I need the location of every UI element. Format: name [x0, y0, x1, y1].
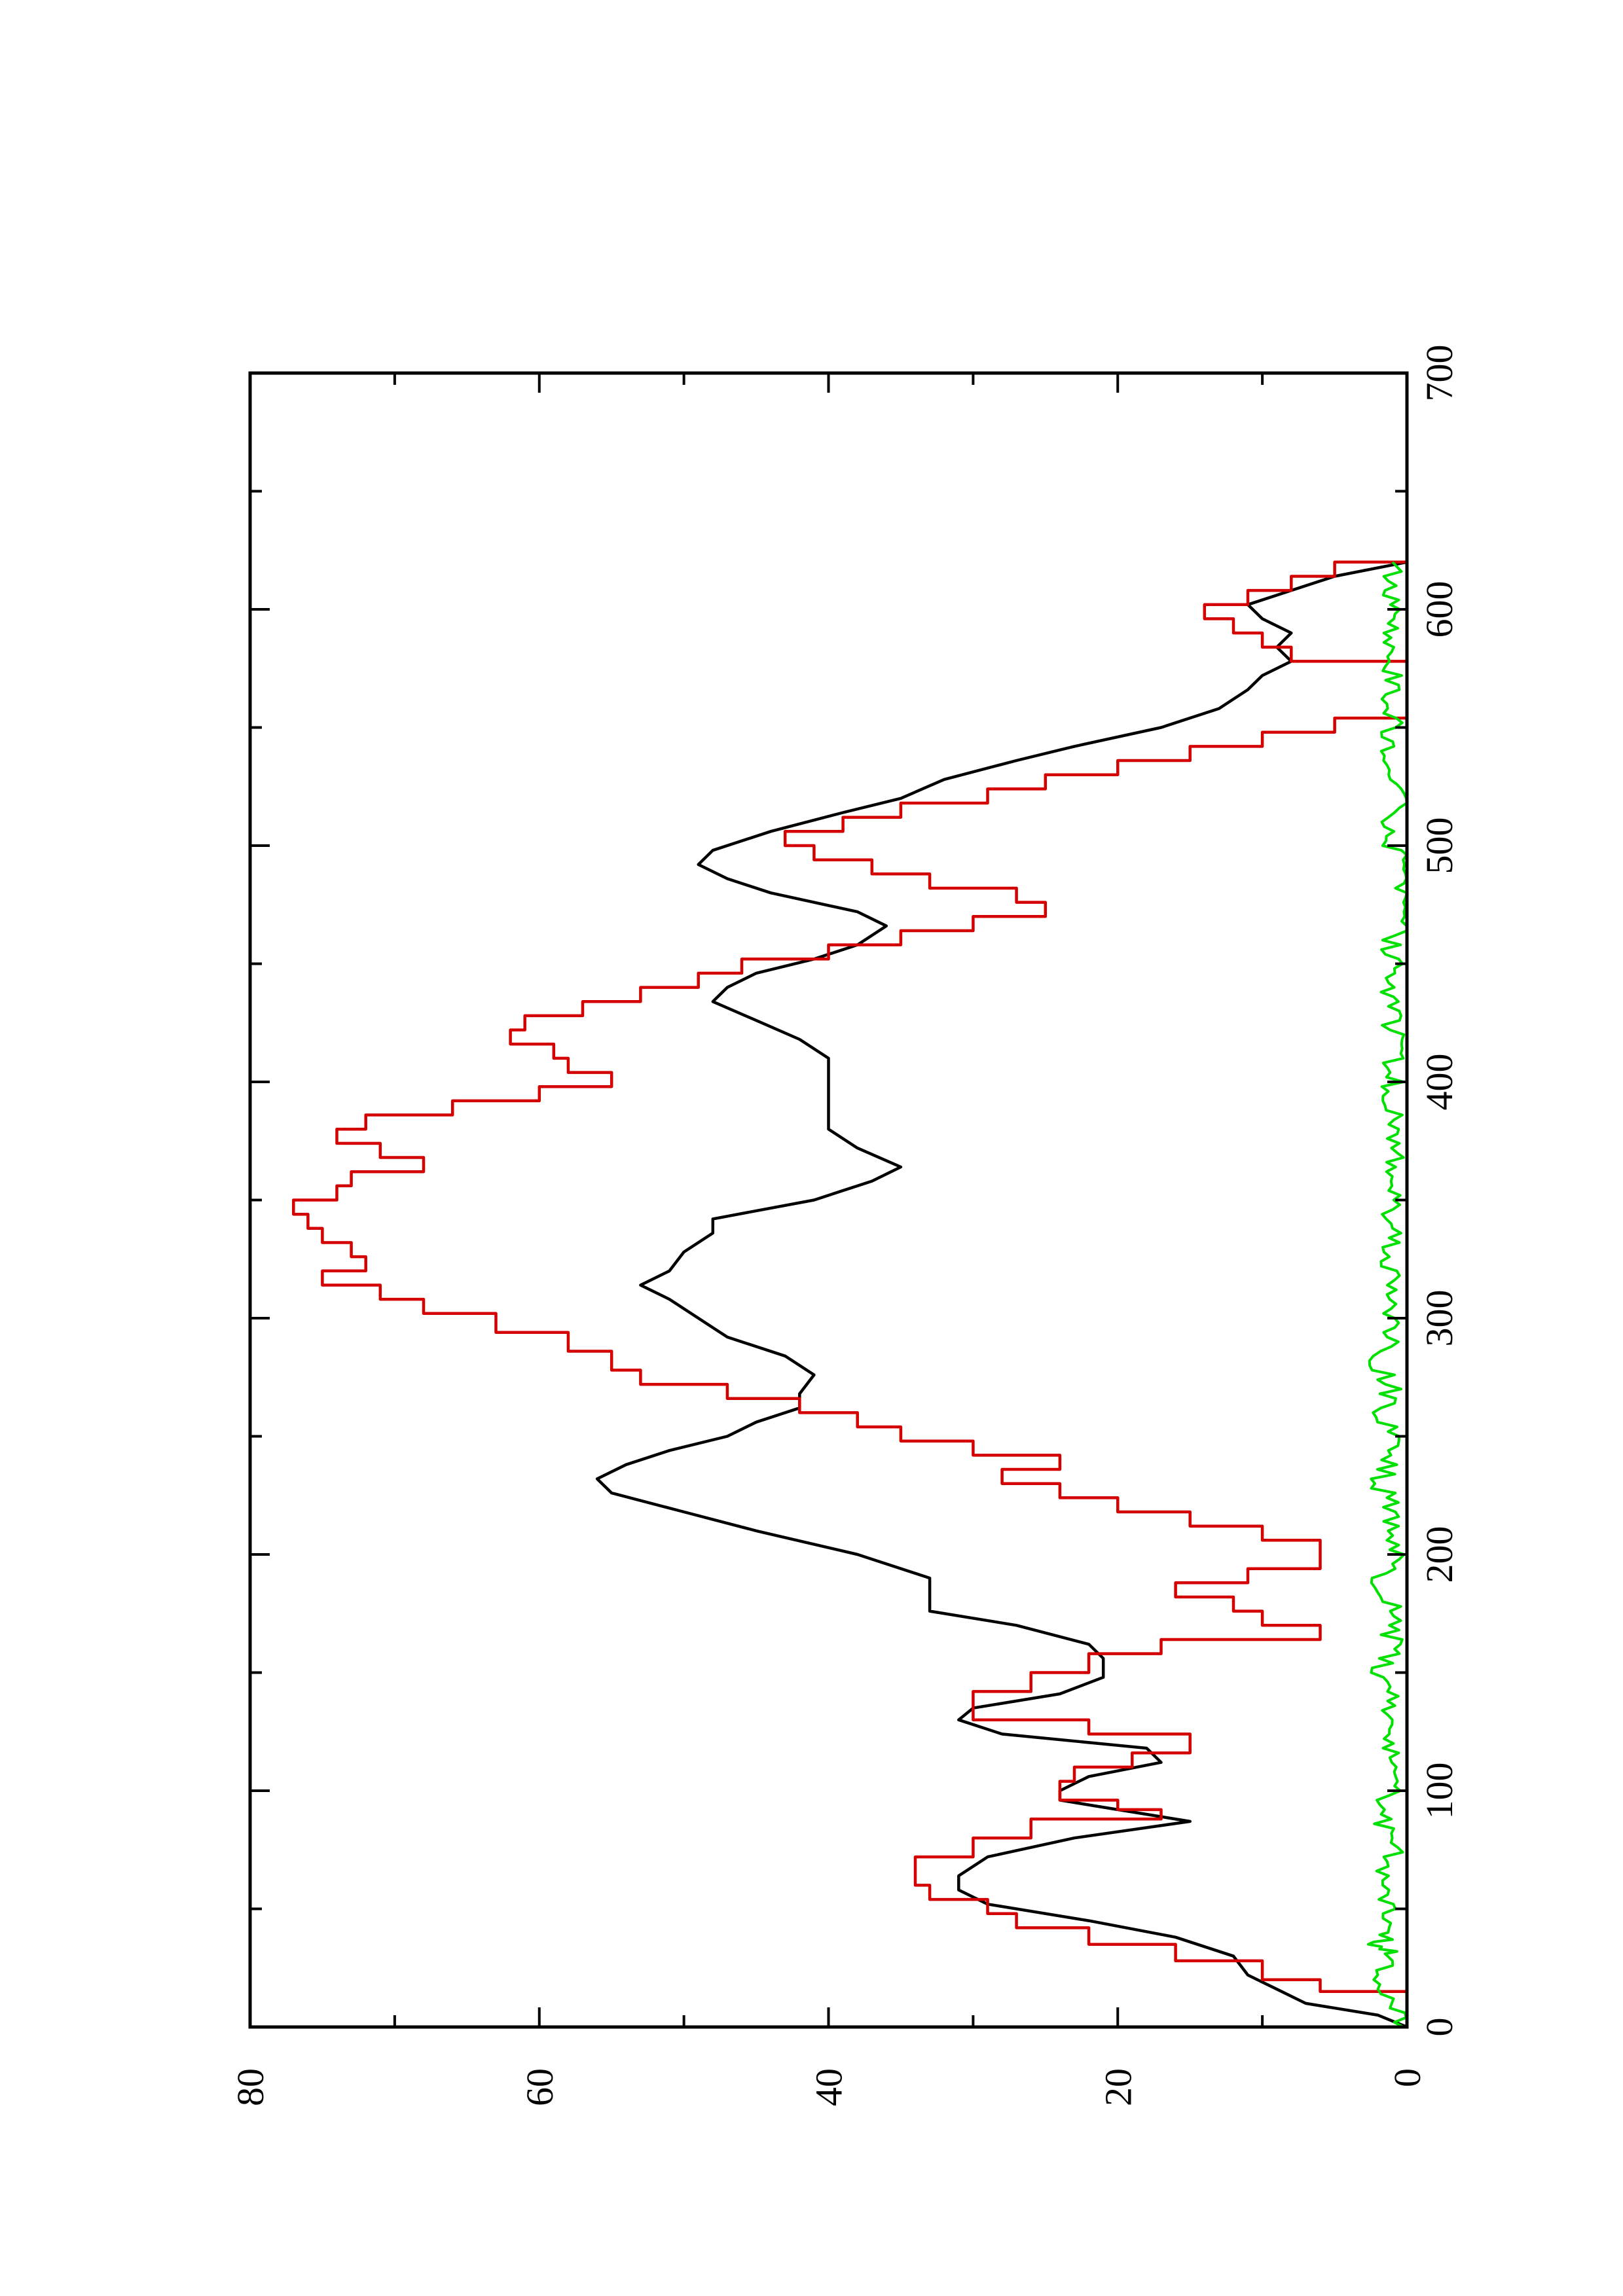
series-line-2: [292, 560, 1409, 2027]
series-line-1: [595, 560, 1408, 2029]
series-layer: [292, 560, 1409, 2029]
series-line-3: [1366, 561, 1408, 2028]
x-tick-label: 600: [1418, 581, 1461, 638]
y-tick-label: 60: [519, 2068, 561, 2106]
y-tick-label: 40: [808, 2068, 850, 2106]
tick-layer: [249, 372, 1408, 2028]
x-tick-label: 200: [1418, 1526, 1461, 1583]
x-tick-label: 0: [1418, 2018, 1461, 2037]
label-layer: 0 100 200 300 400 500 600 700 0 20 40 60 80: [229, 345, 1461, 2107]
y-tick-label: 80: [229, 2068, 272, 2106]
y-tick-label: 20: [1097, 2068, 1139, 2106]
y-tick-label: 0: [1386, 2068, 1429, 2087]
x-tick-label: 700: [1418, 345, 1461, 402]
x-tick-label: 300: [1418, 1290, 1461, 1347]
x-tick-label: 400: [1418, 1054, 1461, 1111]
x-tick-label: 100: [1418, 1763, 1461, 1820]
x-tick-label: 500: [1418, 817, 1461, 874]
